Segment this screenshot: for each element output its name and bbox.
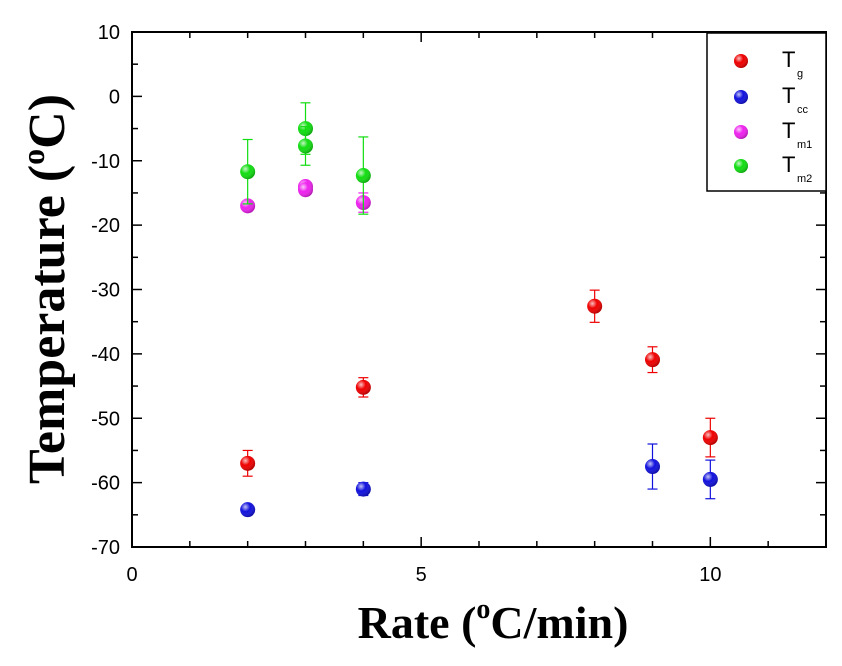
y-tick-label: -10 bbox=[91, 151, 120, 173]
legend-box bbox=[706, 32, 827, 192]
y-axis-title: Temperature (oC) bbox=[15, 94, 76, 484]
y-tick-label: -40 bbox=[91, 344, 120, 366]
legend-label: T bbox=[782, 47, 795, 72]
data-point-highlight bbox=[587, 298, 603, 314]
series-T-cc bbox=[240, 443, 718, 518]
data-point-highlight bbox=[240, 502, 256, 518]
x-axis-title-post: C/min) bbox=[490, 597, 628, 648]
legend-entry-T-m1: Tm1 bbox=[734, 118, 812, 151]
data-point-highlight bbox=[298, 138, 313, 154]
data-point-highlight bbox=[702, 430, 718, 446]
data-series bbox=[240, 102, 718, 518]
y-axis-title-pre: Temperature ( bbox=[19, 165, 76, 484]
legend-entry-T-m2: Tm2 bbox=[734, 152, 812, 185]
legend-label-subscript: g bbox=[797, 68, 803, 80]
data-point-highlight bbox=[645, 459, 660, 475]
y-tick-label: 0 bbox=[109, 86, 120, 108]
data-point-highlight bbox=[298, 182, 313, 198]
y-axis-title-post: C) bbox=[19, 94, 76, 149]
y-tick-label: -20 bbox=[91, 215, 120, 237]
data-point-highlight bbox=[702, 471, 718, 487]
series-T-m2 bbox=[240, 102, 371, 215]
legend-marker-highlight bbox=[734, 125, 748, 139]
x-tick-label: 10 bbox=[699, 564, 721, 586]
x-axis-title-sup: o bbox=[476, 594, 490, 625]
legend-entry-T-cc: Tcc bbox=[734, 83, 809, 116]
legend-label-subscript: cc bbox=[797, 104, 809, 116]
data-point-highlight bbox=[355, 379, 371, 395]
y-axis-tick-labels: 10 0 -10 -20 -30 -40 -50 -60 -70 bbox=[91, 22, 120, 559]
data-point-highlight bbox=[645, 352, 660, 368]
data-point-highlight bbox=[240, 455, 256, 471]
data-point-highlight bbox=[355, 168, 371, 184]
y-tick-label: 10 bbox=[98, 22, 120, 44]
x-axis-title-pre: Rate ( bbox=[358, 597, 477, 648]
y-tick-label: -60 bbox=[91, 473, 120, 495]
legend-entry-T-g: Tg bbox=[734, 47, 803, 80]
legend-marker-highlight bbox=[734, 90, 748, 104]
data-point-highlight bbox=[355, 481, 371, 497]
x-axis-title: Rate (oC/min) bbox=[358, 594, 629, 648]
data-point-highlight bbox=[240, 164, 256, 180]
legend-label: T bbox=[782, 83, 795, 108]
y-tick-label: -50 bbox=[91, 408, 120, 430]
legend-label-subscript: m2 bbox=[797, 173, 812, 185]
x-axis-tick-labels: 0 5 10 bbox=[126, 564, 721, 586]
series-T-g bbox=[240, 289, 718, 477]
y-axis-ticks bbox=[132, 31, 826, 548]
y-axis-title-sup: o bbox=[15, 149, 51, 165]
legend-marker-highlight bbox=[734, 54, 748, 68]
legend-marker-highlight bbox=[734, 159, 748, 173]
x-tick-label: 0 bbox=[126, 564, 137, 586]
legend-label-subscript: m1 bbox=[797, 139, 812, 151]
x-tick-label: 5 bbox=[416, 564, 427, 586]
data-point-highlight bbox=[240, 198, 256, 214]
y-tick-label: -30 bbox=[91, 280, 120, 302]
legend-label: T bbox=[782, 118, 795, 143]
legend-label: T bbox=[782, 152, 795, 177]
y-tick-label: -70 bbox=[91, 537, 120, 559]
